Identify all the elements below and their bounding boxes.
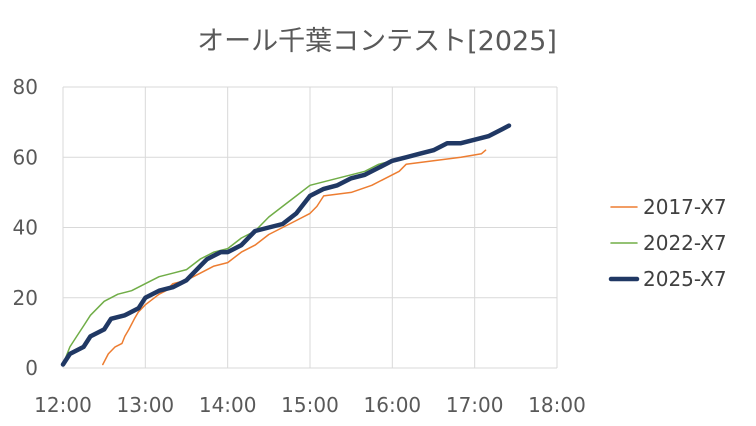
gridlines (62, 86, 558, 369)
series-line-2025-x7 (60, 123, 512, 367)
axes: 12:00 13:00 14:00 15:00 16:00 17:00 18:00 0 20 40… (13, 75, 586, 417)
y-tick-label: 60 (13, 145, 38, 169)
y-tick-label: 0 (25, 356, 38, 380)
x-tick-label: 14:00 (199, 393, 257, 417)
series-lines (60, 123, 512, 367)
legend-label: 2017-X7 (643, 195, 727, 219)
chart-title: オール千葉コンテスト[2025] (197, 26, 557, 57)
x-tick-label: 13:00 (117, 393, 175, 417)
series-line-2022-x7 (62, 145, 442, 366)
legend-label: 2022-X7 (643, 231, 727, 255)
y-tick-label: 20 (13, 286, 38, 310)
x-tick-label: 16:00 (364, 393, 422, 417)
series-line-2017-x7 (102, 149, 487, 366)
x-tick-label: 17:00 (446, 393, 504, 417)
y-tick-label: 40 (13, 216, 38, 240)
y-tick-label: 80 (13, 75, 38, 99)
x-tick-label: 15:00 (281, 393, 339, 417)
legend: 2017-X7 2022-X7 2025-X7 (608, 195, 727, 291)
x-tick-label: 12:00 (34, 393, 92, 417)
x-tick-label: 18:00 (528, 393, 586, 417)
legend-label: 2025-X7 (643, 267, 727, 291)
